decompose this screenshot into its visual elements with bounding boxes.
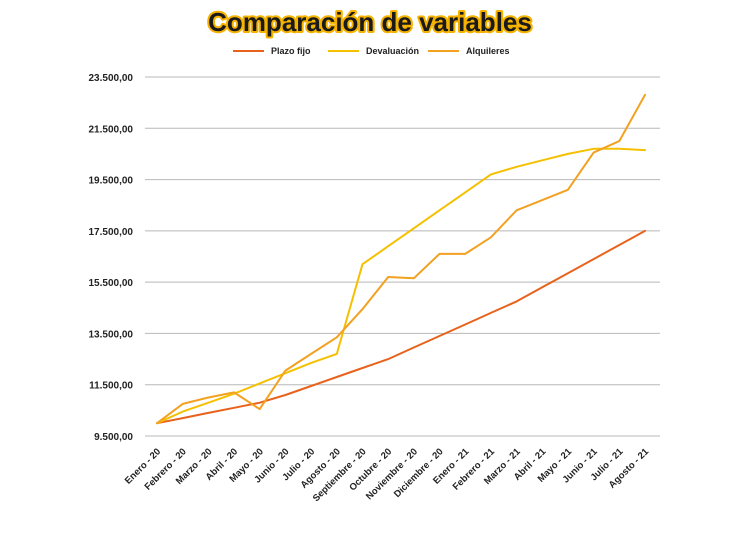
- y-tick-label: 19.500,00: [89, 176, 134, 187]
- legend-label-plazo-fijo: Plazo fijo: [271, 46, 311, 56]
- legend-label-devaluacion: Devaluación: [366, 46, 419, 56]
- y-tick-label: 9.500,00: [94, 432, 133, 443]
- chart-title: Comparación de variables: [208, 7, 532, 37]
- y-tick-label: 17.500,00: [89, 227, 134, 238]
- y-tick-label: 13.500,00: [89, 329, 134, 340]
- series-line-plazo-fijo: [156, 229, 646, 425]
- grid-lines: [145, 76, 660, 437]
- plot-area: [156, 93, 646, 425]
- legend-label-alquileres: Alquileres: [466, 46, 510, 56]
- series-line-alquileres: [156, 93, 646, 425]
- y-tick-label: 21.500,00: [89, 124, 134, 135]
- legend: Plazo fijo Devaluación Alquileres: [233, 46, 510, 56]
- y-tick-label: 15.500,00: [89, 278, 134, 289]
- y-tick-label: 11.500,00: [89, 381, 133, 392]
- y-tick-label: 23.500,00: [89, 73, 134, 84]
- series-line-devaluacion: [156, 147, 646, 425]
- y-axis: 9.500,00 11.500,00 13.500,00 15.500,00 17.50…: [89, 73, 134, 443]
